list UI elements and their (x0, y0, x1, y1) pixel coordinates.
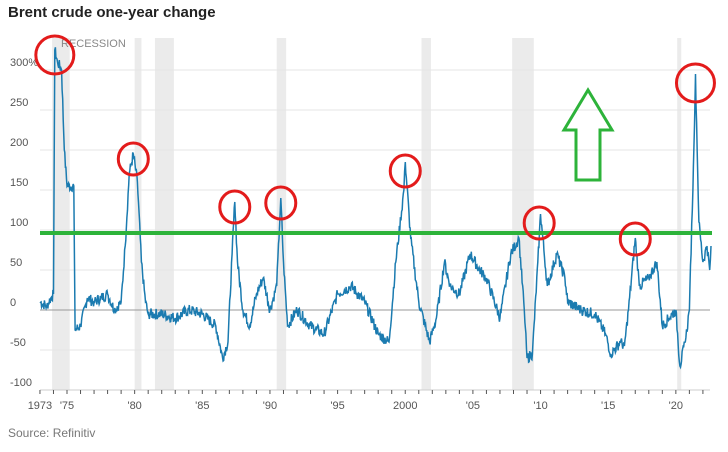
up-arrow-icon (561, 87, 615, 182)
recession-band (512, 38, 534, 390)
x-tick-label: '10 (533, 400, 547, 412)
peak-circle (388, 153, 422, 189)
y-tick-label: 50 (10, 257, 22, 269)
x-tick-label: '85 (195, 400, 209, 412)
series-line (39, 47, 712, 370)
recession-band (421, 38, 431, 390)
y-tick-label: 200 (10, 137, 28, 149)
recession-band (134, 38, 142, 390)
x-tick-label: '80 (127, 400, 141, 412)
y-tick-label: 150 (10, 177, 28, 189)
y-tick-label: 100 (10, 217, 28, 229)
recession-band (52, 38, 70, 390)
peak-circle (218, 189, 252, 225)
peak-circle (116, 141, 150, 177)
chart-title: Brent crude one-year change (8, 4, 216, 21)
y-tick-label: 0 (10, 297, 16, 309)
x-tick-label: 2000 (393, 400, 417, 412)
x-tick-label: '15 (601, 400, 615, 412)
recession-band (154, 38, 174, 390)
peak-circle (674, 62, 716, 104)
x-tick-label: '05 (466, 400, 480, 412)
recession-band (677, 38, 682, 390)
x-tick-label: 1973 (28, 400, 52, 412)
peak-circle (522, 205, 556, 241)
y-tick-label: -100 (10, 377, 32, 389)
y-tick-label: 250 (10, 97, 28, 109)
source-note: Source: Refinitiv (8, 426, 96, 440)
peak-circle (34, 34, 76, 76)
x-tick-label: '95 (330, 400, 344, 412)
recession-label: RECESSION (61, 38, 126, 50)
peak-circle (264, 185, 298, 221)
peak-circle (618, 221, 652, 257)
y-tick-label: -50 (10, 337, 26, 349)
x-tick-label: '75 (60, 400, 74, 412)
y-tick-label: 300% (10, 57, 38, 69)
x-tick-label: '20 (669, 400, 683, 412)
x-tick-label: '90 (263, 400, 277, 412)
